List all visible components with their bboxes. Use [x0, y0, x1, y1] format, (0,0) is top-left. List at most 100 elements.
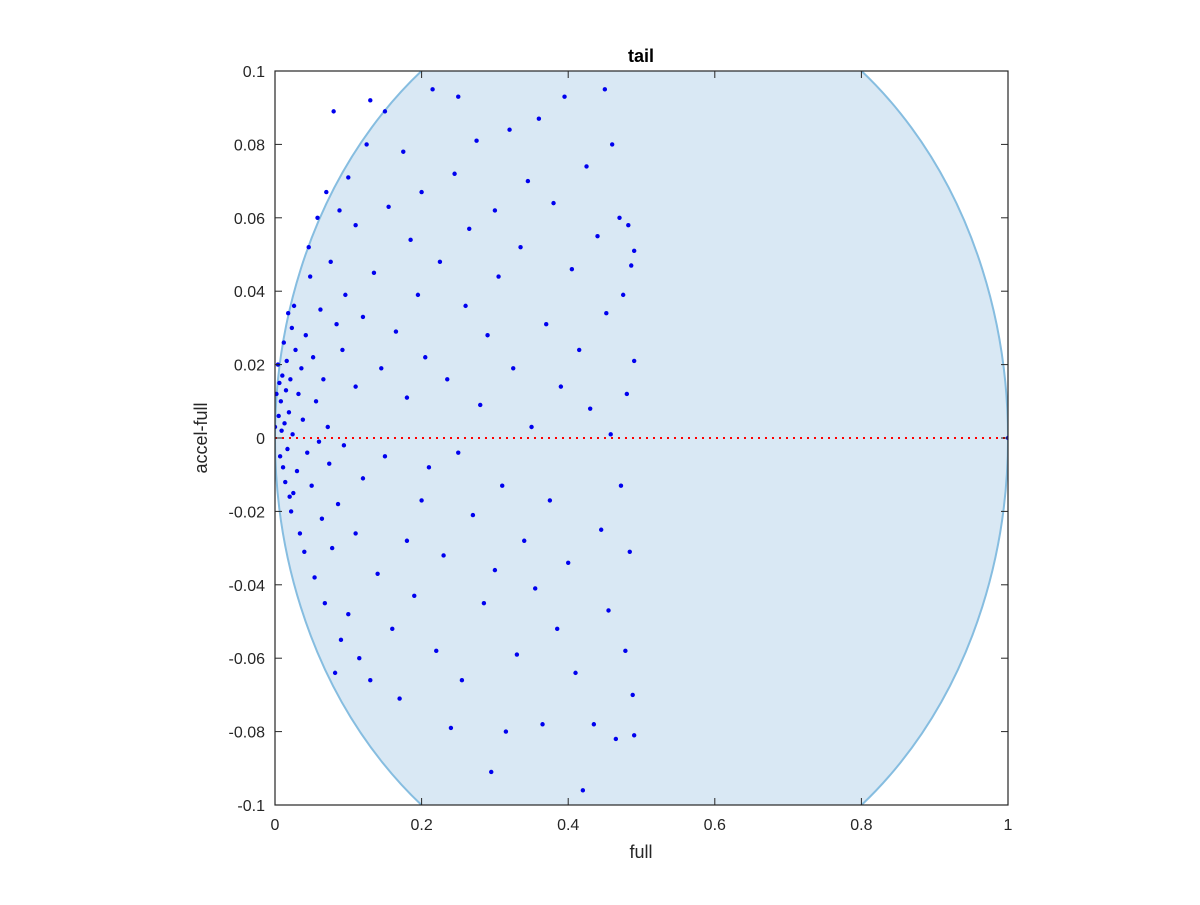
scatter-point — [631, 248, 637, 254]
scatter-point — [375, 571, 380, 576]
scatter-point — [511, 366, 516, 371]
scatter-point — [624, 391, 630, 397]
scatter-point — [300, 417, 306, 422]
scatter-point — [609, 142, 615, 147]
scatter-point — [280, 465, 286, 470]
scatter-point — [327, 461, 332, 466]
scatter-point — [364, 142, 369, 147]
scatter-point — [430, 87, 435, 92]
scatter-point — [306, 244, 311, 250]
scatter-point — [321, 377, 326, 382]
scatter-point — [492, 208, 498, 213]
scatter-point — [305, 450, 310, 455]
scatter-point — [463, 303, 468, 309]
scatter-point — [500, 483, 505, 488]
scatter-point — [340, 347, 345, 353]
scatter-point — [337, 208, 342, 213]
scatter-point — [618, 483, 624, 488]
scatter-point — [627, 549, 632, 554]
scatter-point — [608, 432, 613, 437]
scatter-point — [580, 788, 586, 793]
scatter-point — [412, 593, 417, 599]
scatter-point — [426, 465, 432, 470]
scatter-point — [332, 670, 338, 676]
scatter-point — [613, 736, 619, 742]
scatter-point — [404, 395, 410, 400]
scatter-point — [291, 490, 296, 496]
scatter-point — [434, 648, 439, 654]
scatter-point — [408, 237, 413, 243]
scatter-point — [313, 399, 319, 404]
scatter-point — [302, 549, 307, 554]
scatter-point — [278, 399, 284, 404]
scatter-point — [315, 215, 320, 220]
scatter-point — [382, 109, 388, 114]
scatter-point — [283, 388, 289, 393]
scatter-point — [558, 384, 564, 389]
scatter-point — [415, 292, 421, 298]
scatter-point — [620, 292, 626, 298]
scatter-point — [299, 366, 304, 371]
scatter-point — [291, 303, 297, 309]
scatter-point — [544, 322, 549, 327]
scatter-point — [631, 733, 637, 738]
y-tick-label: -0.1 — [237, 798, 265, 815]
scatter-point — [529, 424, 534, 430]
scatter-point — [316, 439, 322, 444]
chart-title: tail — [628, 46, 654, 66]
scatter-point — [329, 545, 335, 551]
scatter-point — [353, 384, 358, 389]
scatter-point — [289, 325, 295, 331]
scatter-point — [296, 391, 301, 397]
scatter-point — [284, 358, 289, 364]
scatter-point — [297, 531, 303, 536]
scatter-point — [623, 648, 628, 654]
scatter-point — [514, 652, 520, 657]
scatter-point — [569, 266, 575, 272]
scatter-point — [602, 87, 608, 92]
scatter-point — [604, 311, 609, 316]
y-tick-label: -0.04 — [229, 578, 266, 595]
y-tick-label: 0 — [256, 431, 265, 448]
scatter-point — [404, 538, 410, 543]
scatter-point — [456, 94, 461, 99]
y-axis-title: accel-full — [191, 402, 211, 473]
scatter-point — [507, 127, 512, 132]
scatter-point — [470, 512, 476, 518]
x-tick-label: 0.6 — [704, 817, 726, 834]
scatter-point — [275, 391, 279, 397]
scatter-point — [540, 722, 545, 727]
scatter-point — [357, 656, 362, 661]
shaded-region — [275, 71, 1008, 805]
x-tick-label: 0.2 — [410, 817, 432, 834]
scatter-point — [606, 608, 611, 613]
scatter-point — [283, 479, 288, 485]
scatter-point — [307, 274, 313, 279]
scatter-point — [386, 204, 391, 209]
scatter-point — [533, 586, 538, 591]
scatter-point — [587, 406, 593, 411]
y-tick-label: -0.06 — [229, 651, 266, 668]
scatter-point — [310, 355, 316, 360]
scatter-point — [319, 516, 325, 521]
scatter-point — [630, 692, 635, 698]
scatter-point — [536, 116, 542, 121]
scatter-point — [566, 560, 571, 565]
x-tick-label: 0 — [271, 817, 280, 834]
scatter-point — [286, 410, 292, 415]
y-tick-label: 0.1 — [243, 64, 265, 81]
scatter-point — [281, 340, 286, 345]
scatter-point — [485, 333, 490, 338]
scatter-point — [474, 138, 479, 143]
scatter-point — [338, 637, 344, 643]
scatter-point — [626, 222, 631, 228]
scatter-point — [525, 178, 531, 184]
scatter-point — [371, 270, 377, 276]
scatter-point — [343, 292, 348, 298]
scatter-point — [382, 454, 388, 459]
scatter-point — [419, 498, 424, 503]
scatter-point — [277, 380, 282, 386]
scatter-point — [555, 626, 560, 632]
scatter-point — [303, 333, 308, 338]
scatter-point — [368, 678, 373, 683]
